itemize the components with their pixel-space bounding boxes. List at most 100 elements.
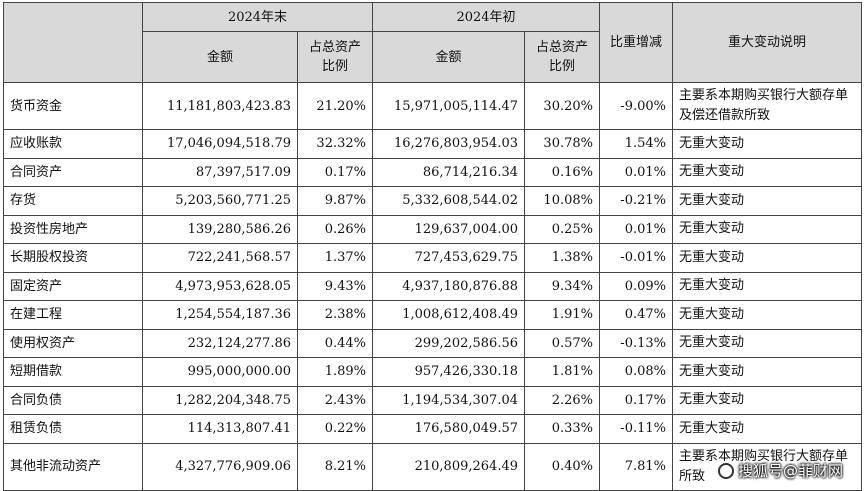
cell-end-amount: 1,282,204,348.75	[142, 385, 298, 415]
table-row: 合同负债 1,282,204,348.75 2.43% 1,194,534,307.0…	[3, 385, 862, 415]
cell-ratio-change: 1.54%	[599, 129, 673, 159]
cell-item: 其他非流动资产	[3, 442, 143, 491]
cell-remark: 无重大变动	[672, 414, 862, 444]
cell-end-amount: 87,397,517.09	[142, 157, 298, 187]
cell-ratio-change: -0.01%	[599, 243, 673, 273]
cell-start-amount: 15,971,005,114.47	[372, 82, 525, 130]
cell-item: 租赁负债	[3, 414, 143, 444]
cell-remark: 无重大变动	[672, 157, 862, 187]
cell-ratio-change: 0.08%	[599, 357, 673, 387]
cell-end-amount: 5,203,560,771.25	[142, 186, 298, 216]
cell-remark: 无重大变动	[672, 328, 862, 358]
cell-start-ratio: 0.25%	[524, 214, 600, 244]
cell-start-amount: 727,453,629.75	[372, 243, 525, 273]
cell-start-ratio: 0.33%	[524, 414, 600, 444]
cell-start-amount: 176,580,049.57	[372, 414, 525, 444]
cell-item: 货币资金	[3, 82, 143, 130]
cell-ratio-change: -0.11%	[599, 414, 673, 444]
cell-start-ratio: 30.20%	[524, 82, 600, 130]
cell-start-amount: 957,426,330.18	[372, 357, 525, 387]
cell-end-amount: 17,046,094,518.79	[142, 129, 298, 159]
cell-start-amount: 1,008,612,408.49	[372, 300, 525, 330]
cell-start-amount: 5,332,608,544.02	[372, 186, 525, 216]
header-start-ratio: 占总资产比例	[524, 31, 600, 83]
cell-item: 长期股权投资	[3, 243, 143, 273]
cell-start-amount: 129,637,004.00	[372, 214, 525, 244]
table-row: 存货 5,203,560,771.25 9.87% 5,332,608,544.02 1…	[3, 186, 862, 216]
cell-end-amount: 722,241,568.57	[142, 243, 298, 273]
cell-ratio-change: 0.47%	[599, 300, 673, 330]
table-row: 长期股权投资 722,241,568.57 1.37% 727,453,629.75 1…	[3, 243, 862, 273]
sohu-logo-icon	[717, 462, 734, 479]
table-row: 短期借款 995,000,000.00 1.89% 957,426,330.18 1.8…	[3, 357, 862, 387]
cell-end-amount: 232,124,277.86	[142, 328, 298, 358]
table-row: 应收账款 17,046,094,518.79 32.32% 16,276,803,95…	[3, 129, 862, 159]
cell-ratio-change: 0.01%	[599, 157, 673, 187]
cell-remark: 无重大变动	[672, 357, 862, 387]
cell-remark: 主要系本期购买银行大额存单及偿还借款所致	[672, 82, 862, 130]
cell-end-ratio: 0.17%	[297, 157, 373, 187]
table-row: 货币资金 11,181,803,423.83 21.20% 15,971,005,11…	[3, 82, 862, 130]
cell-end-ratio: 9.43%	[297, 271, 373, 301]
table-row: 在建工程 1,254,554,187.36 2.38% 1,008,612,408.4…	[3, 300, 862, 330]
watermark-text: 搜狐号@菲财网	[737, 462, 843, 480]
cell-start-amount: 210,809,264.49	[372, 442, 525, 491]
table-row: 合同资产 87,397,517.09 0.17% 86,714,216.34 0.16%…	[3, 157, 862, 187]
table-row: 租赁负债 114,313,807.41 0.22% 176,580,049.57 0.3…	[3, 414, 862, 444]
header-start-amount: 金额	[372, 31, 525, 83]
cell-ratio-change: 0.17%	[599, 385, 673, 415]
cell-end-amount: 11,181,803,423.83	[142, 82, 298, 130]
cell-ratio-change: -0.13%	[599, 328, 673, 358]
cell-item: 使用权资产	[3, 328, 143, 358]
cell-ratio-change: 0.01%	[599, 214, 673, 244]
cell-item: 在建工程	[3, 300, 143, 330]
cell-end-ratio: 1.37%	[297, 243, 373, 273]
cell-start-ratio: 0.16%	[524, 157, 600, 187]
cell-end-ratio: 21.20%	[297, 82, 373, 130]
header-ratio-change: 比重增减	[599, 2, 673, 83]
cell-end-ratio: 0.44%	[297, 328, 373, 358]
cell-item: 固定资产	[3, 271, 143, 301]
cell-ratio-change: -0.21%	[599, 186, 673, 216]
cell-end-amount: 114,313,807.41	[142, 414, 298, 444]
cell-item: 投资性房地产	[3, 214, 143, 244]
watermark: 搜狐号@菲财网	[717, 460, 843, 481]
cell-start-amount: 4,937,180,876.88	[372, 271, 525, 301]
header-period-start: 2024年初	[372, 2, 600, 32]
header-remark: 重大变动说明	[672, 2, 862, 83]
cell-start-ratio: 9.34%	[524, 271, 600, 301]
cell-end-amount: 4,327,776,909.06	[142, 442, 298, 491]
cell-end-amount: 4,973,953,628.05	[142, 271, 298, 301]
cell-remark: 无重大变动	[672, 271, 862, 301]
cell-remark: 无重大变动	[672, 385, 862, 415]
cell-start-ratio: 1.91%	[524, 300, 600, 330]
cell-end-ratio: 0.26%	[297, 214, 373, 244]
cell-start-ratio: 2.26%	[524, 385, 600, 415]
cell-end-ratio: 1.89%	[297, 357, 373, 387]
cell-start-amount: 16,276,803,954.03	[372, 129, 525, 159]
table-body: 货币资金 11,181,803,423.83 21.20% 15,971,005,11…	[3, 82, 862, 491]
cell-remark: 主要系本期购买银行大额存单所致	[672, 442, 862, 491]
cell-end-ratio: 2.43%	[297, 385, 373, 415]
header-period-end: 2024年末	[142, 2, 373, 32]
cell-start-amount: 86,714,216.34	[372, 157, 525, 187]
table-row: 使用权资产 232,124,277.86 0.44% 299,202,586.56 0.…	[3, 328, 862, 358]
table-row: 投资性房地产 139,280,586.26 0.26% 129,637,004.00 0…	[3, 214, 862, 244]
cell-item: 应收账款	[3, 129, 143, 159]
cell-remark: 无重大变动	[672, 243, 862, 273]
cell-remark: 无重大变动	[672, 129, 862, 159]
cell-item: 合同资产	[3, 157, 143, 187]
cell-ratio-change: 0.09%	[599, 271, 673, 301]
header-end-amount: 金额	[142, 31, 298, 83]
cell-start-ratio: 1.38%	[524, 243, 600, 273]
cell-start-ratio: 10.08%	[524, 186, 600, 216]
cell-end-amount: 1,254,554,187.36	[142, 300, 298, 330]
cell-start-ratio: 0.40%	[524, 442, 600, 491]
cell-end-amount: 139,280,586.26	[142, 214, 298, 244]
header-item-blank	[3, 2, 143, 83]
cell-remark: 无重大变动	[672, 214, 862, 244]
cell-item: 存货	[3, 186, 143, 216]
cell-end-ratio: 32.32%	[297, 129, 373, 159]
cell-end-ratio: 0.22%	[297, 414, 373, 444]
cell-item: 短期借款	[3, 357, 143, 387]
